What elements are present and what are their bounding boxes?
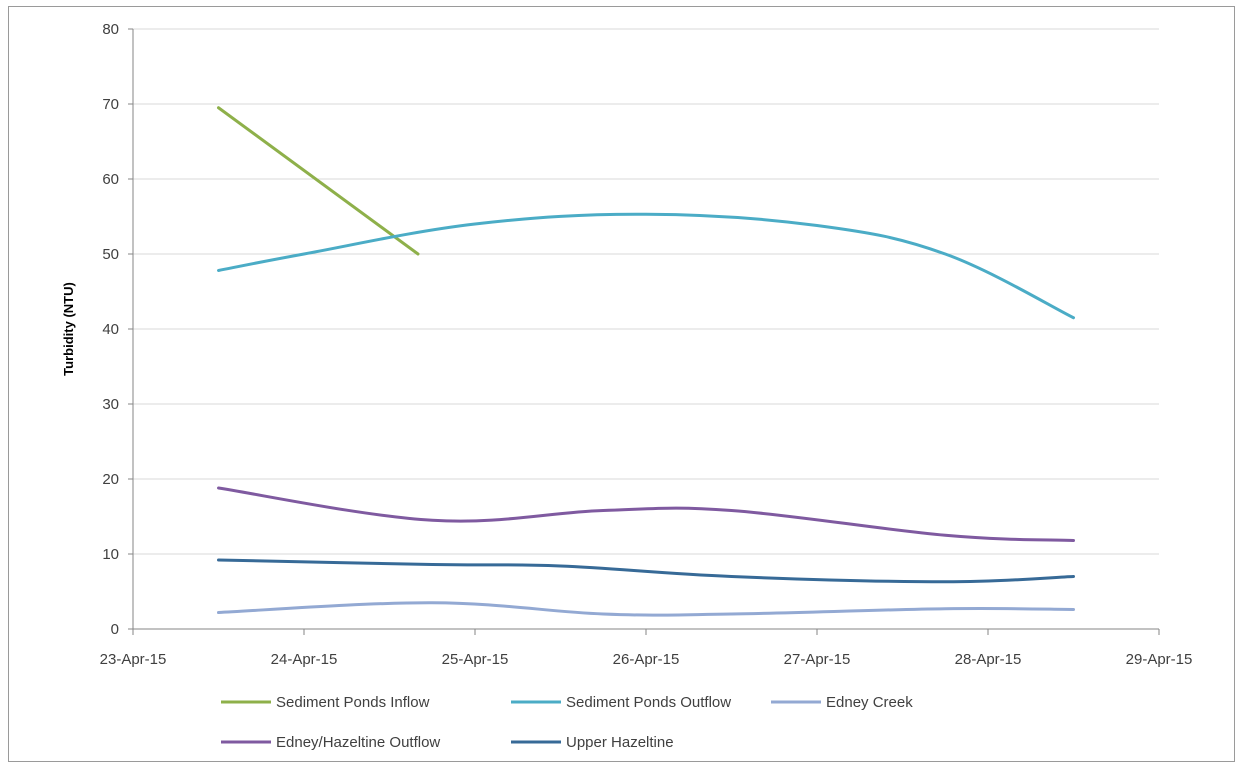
series-line-0 bbox=[217, 106, 420, 256]
y-tick-label: 70 bbox=[102, 96, 119, 113]
y-tick-label: 30 bbox=[102, 396, 119, 413]
x-tick-label: 29-Apr-15 bbox=[1126, 651, 1193, 668]
x-tick-label: 27-Apr-15 bbox=[784, 651, 851, 668]
y-tick-label: 50 bbox=[102, 246, 119, 263]
legend-label: Edney Creek bbox=[826, 694, 913, 711]
series-line-1 bbox=[217, 212, 1075, 320]
turbidity-line-chart: 0 10 20 30 40 50 60 70 80 23-Apr-15 24-Apr-15 25-Ap… bbox=[61, 21, 1193, 751]
x-tick-label: 26-Apr-15 bbox=[613, 651, 680, 668]
x-tick-label: 24-Apr-15 bbox=[271, 651, 338, 668]
x-tick-label: 28-Apr-15 bbox=[955, 651, 1022, 668]
y-tick-label: 60 bbox=[102, 171, 119, 188]
axes: 0 10 20 30 40 50 60 70 80 23-Apr-15 24-Apr-15 25-Ap… bbox=[100, 21, 1193, 668]
legend-label: Sediment Ponds Outflow bbox=[566, 694, 731, 711]
series-line-2 bbox=[217, 601, 1075, 617]
series-line-4 bbox=[217, 558, 1075, 584]
series-line-3 bbox=[217, 486, 1075, 542]
y-tick-label: 0 bbox=[111, 621, 119, 638]
legend-label: Sediment Ponds Inflow bbox=[276, 694, 430, 711]
legend-label: Edney/Hazeltine Outflow bbox=[276, 734, 440, 751]
y-tick-label: 20 bbox=[102, 471, 119, 488]
legend: Sediment Ponds Inflow Sediment Ponds Outf… bbox=[221, 694, 913, 751]
chart-frame: 0 10 20 30 40 50 60 70 80 23-Apr-15 24-Apr-15 25-Ap… bbox=[8, 6, 1235, 762]
x-tick-label: 23-Apr-15 bbox=[100, 651, 167, 668]
y-tick-label: 80 bbox=[102, 21, 119, 38]
y-axis-title: Turbidity (NTU) bbox=[61, 282, 76, 376]
y-tick-label: 10 bbox=[102, 546, 119, 563]
legend-label: Upper Hazeltine bbox=[566, 734, 674, 751]
x-tick-label: 25-Apr-15 bbox=[442, 651, 509, 668]
y-tick-label: 40 bbox=[102, 321, 119, 338]
series-lines bbox=[217, 106, 1075, 617]
gridlines bbox=[133, 28, 1159, 555]
